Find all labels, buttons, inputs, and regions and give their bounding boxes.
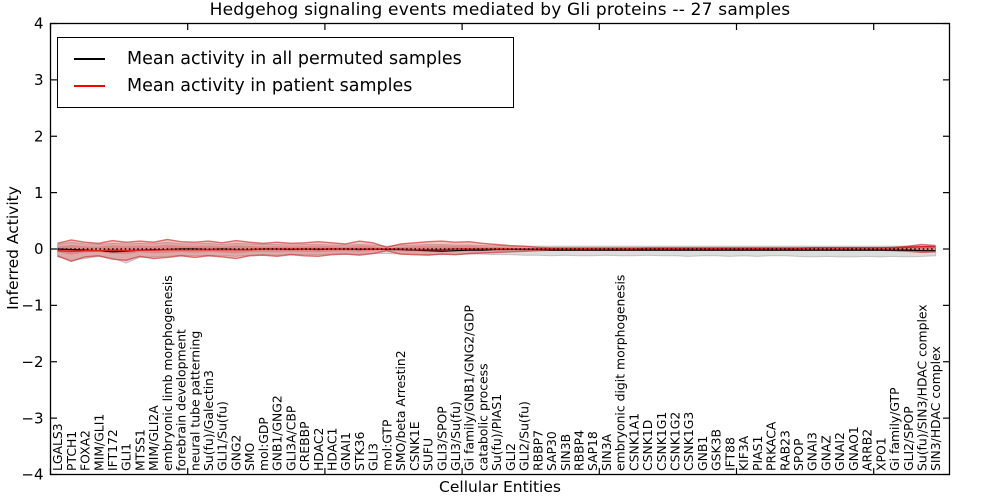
x-tick-label: GNB1/GNG2 bbox=[270, 395, 285, 471]
x-tick-label: CSNK1G2 bbox=[668, 412, 683, 471]
x-tick-label: SUFU bbox=[421, 438, 436, 471]
x-tick-label: GLI3 bbox=[366, 443, 381, 471]
x-tick-label: HDAC1 bbox=[325, 428, 340, 471]
x-tick-label: GLI2/SPOP bbox=[901, 406, 916, 471]
x-tick-label: PTCH1 bbox=[64, 431, 79, 471]
x-tick-label: GLI3/Su(fu) bbox=[448, 401, 463, 471]
x-tick-label: mol:GDP bbox=[256, 417, 271, 471]
x-tick-label: CSNK1E bbox=[407, 421, 422, 471]
x-tick-label: GNB1 bbox=[695, 436, 710, 471]
x-tick-label: MIM/GLI1 bbox=[91, 414, 106, 471]
x-tick-label: SIN3/HDAC complex bbox=[928, 346, 943, 471]
x-tick-label: SAP18 bbox=[585, 431, 600, 471]
x-tick-label: GNAO1 bbox=[846, 426, 861, 471]
x-tick-label: GLI2 bbox=[503, 443, 518, 471]
x-axis-label: Cellular Entities bbox=[439, 478, 561, 496]
y-tick-label: 4 bbox=[34, 15, 44, 33]
x-tick-label: neural tube patterning bbox=[187, 331, 202, 471]
y-tick-label: 1 bbox=[34, 184, 44, 202]
x-tick-label: GLI1/Su(fu) bbox=[215, 401, 230, 471]
y-tick-label: 2 bbox=[34, 127, 44, 145]
legend-label-permuted: Mean activity in all permuted samples bbox=[127, 48, 462, 69]
x-tick-label: STK36 bbox=[352, 432, 367, 471]
y-axis-label: Inferred Activity bbox=[4, 186, 22, 310]
x-tick-label: Gi family/GTP bbox=[887, 387, 902, 471]
chart-title: Hedgehog signaling events mediated by Gl… bbox=[209, 0, 791, 20]
x-tick-label: PRKACA bbox=[764, 421, 779, 471]
y-tick-label: −2 bbox=[21, 353, 43, 371]
x-tick-label: XPO1 bbox=[873, 437, 888, 471]
y-tick-label: 0 bbox=[34, 240, 44, 258]
y-tick-label: −4 bbox=[21, 466, 43, 484]
x-tick-label: SPOP bbox=[791, 438, 806, 471]
x-tick-label: forebrain development bbox=[174, 329, 189, 471]
x-tick-label: RBBP4 bbox=[571, 430, 586, 471]
x-tick-label: KIF3A bbox=[736, 435, 751, 471]
x-tick-label: GNAI2 bbox=[832, 432, 847, 471]
legend-line-patient-icon bbox=[74, 84, 105, 87]
x-tick-label: GLI3A/CBP bbox=[283, 405, 298, 471]
y-tick-label: 3 bbox=[34, 71, 44, 89]
x-tick-label: RBBP7 bbox=[530, 430, 545, 471]
x-tick-label: mol:GTP bbox=[379, 419, 394, 471]
x-tick-label: IFT172 bbox=[105, 429, 120, 471]
x-tick-label: Su(fu)/PIAS1 bbox=[489, 394, 504, 471]
x-tick-label: CSNK1A1 bbox=[626, 413, 641, 471]
x-tick-label: embryonic digit morphogenesis bbox=[613, 275, 628, 471]
x-tick-label: Su(fu)/Galectin3 bbox=[201, 370, 216, 471]
x-tick-label: LGALS3 bbox=[50, 423, 65, 471]
x-tick-label: catabolic process bbox=[475, 363, 490, 471]
y-tick-label: −1 bbox=[21, 297, 43, 315]
x-tick-label: SIN3A bbox=[599, 433, 614, 471]
x-tick-label: FOXA2 bbox=[78, 430, 93, 471]
x-tick-labels: LGALS3PTCH1FOXA2MIM/GLI1IFT172GLI1MTSS1M… bbox=[50, 275, 943, 471]
legend-label-patient: Mean activity in patient samples bbox=[127, 75, 413, 96]
x-tick-label: GNAI3 bbox=[805, 432, 820, 471]
x-tick-label: GNAI1 bbox=[338, 432, 353, 471]
x-axis-ticks bbox=[49, 23, 875, 475]
x-tick-label: HDAC2 bbox=[311, 428, 326, 471]
x-tick-label: Gi family/GNB1/GNG2/GDP bbox=[462, 304, 477, 471]
x-tick-label: PIAS1 bbox=[750, 436, 765, 471]
y-tick-label: −3 bbox=[21, 409, 43, 427]
x-tick-label: CREBBP bbox=[297, 421, 312, 471]
legend-line-permuted-icon bbox=[74, 57, 105, 60]
y-tick-labels: −4 −3 −2 −1 0 1 2 3 4 bbox=[21, 15, 43, 484]
x-tick-label: SAP30 bbox=[544, 431, 559, 471]
x-tick-label: Su(fu)/SIN3/HDAC complex bbox=[914, 304, 929, 471]
x-tick-label: GSK3B bbox=[709, 429, 724, 471]
x-tick-label: GNAZ bbox=[818, 435, 833, 471]
legend-item-patient: Mean activity in patient samples bbox=[58, 72, 513, 99]
x-tick-label: GLI1 bbox=[119, 443, 134, 471]
x-tick-label: SMO/beta Arrestin2 bbox=[393, 350, 408, 471]
x-tick-label: GNG2 bbox=[228, 435, 243, 471]
x-tick-label: IFT88 bbox=[722, 437, 737, 471]
x-tick-label: GLI2/Su(fu) bbox=[517, 401, 532, 471]
y-axis-ticks bbox=[50, 22, 950, 476]
x-tick-label: GLI3/SPOP bbox=[434, 406, 449, 471]
legend-item-permuted: Mean activity in all permuted samples bbox=[58, 45, 513, 72]
x-tick-label: ARRB2 bbox=[860, 429, 875, 471]
x-tick-label: embryonic limb morphogenesis bbox=[160, 275, 175, 471]
x-tick-label: CSNK1D bbox=[640, 420, 655, 471]
x-tick-label: RAB23 bbox=[777, 430, 792, 471]
x-tick-label: MTSS1 bbox=[132, 429, 147, 471]
x-tick-label: CSNK1G1 bbox=[654, 412, 669, 471]
x-tick-label: MIM/GLI2A bbox=[146, 405, 161, 471]
x-tick-label: SMO bbox=[242, 442, 257, 471]
x-tick-label: CSNK1G3 bbox=[681, 412, 696, 471]
legend: Mean activity in all permuted samples Me… bbox=[57, 37, 514, 108]
x-tick-label: SIN3B bbox=[558, 434, 573, 471]
